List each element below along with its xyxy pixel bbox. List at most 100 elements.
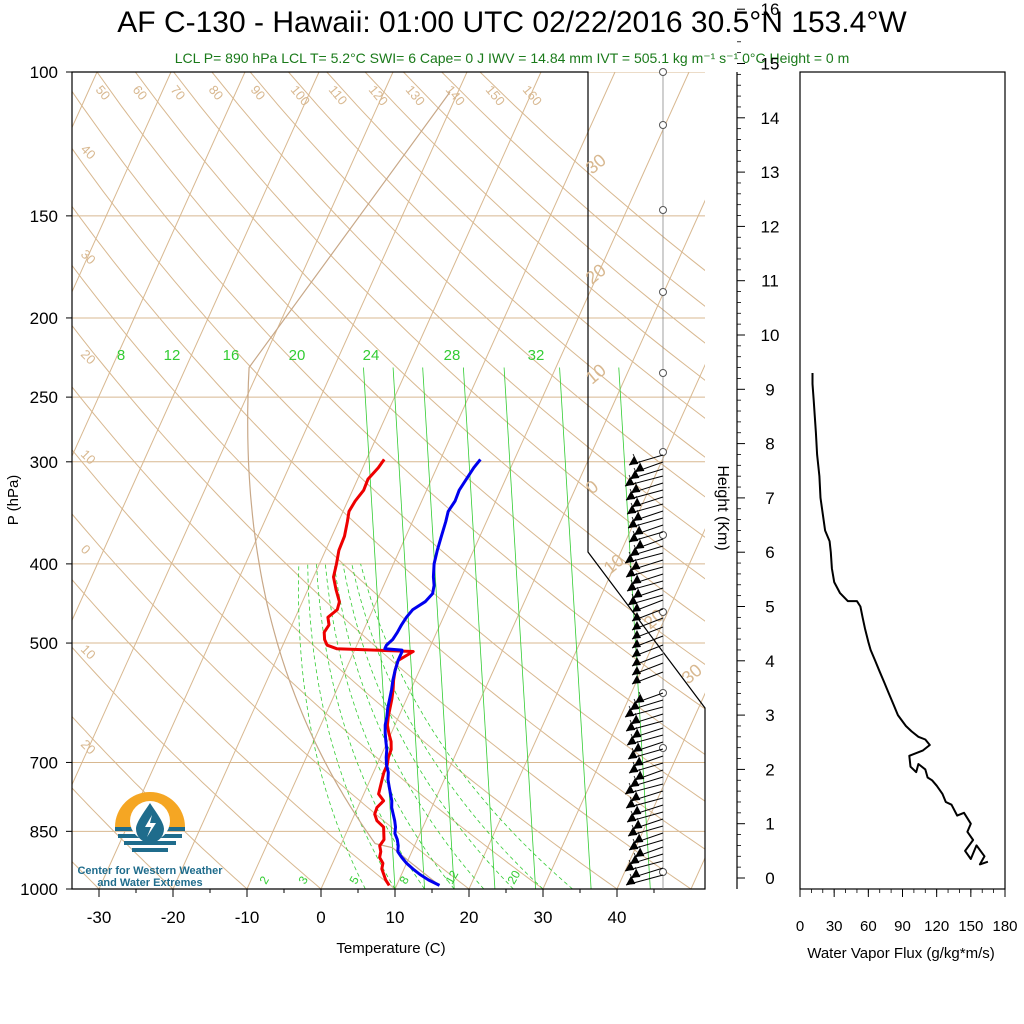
dry-adiabat-line <box>72 578 396 889</box>
y-tick-label: 300 <box>30 453 58 472</box>
y-tick-label: 700 <box>30 753 58 772</box>
wind-barb-feather <box>638 460 645 472</box>
wind-barb-flag <box>632 498 641 507</box>
wind-barb-feather <box>633 467 640 479</box>
wind-barb-flag <box>629 533 638 542</box>
isotherm-line <box>394 199 705 889</box>
barb-marker <box>659 868 667 876</box>
dry-adiabat-line <box>72 147 705 756</box>
wind-barb-feather <box>636 817 643 829</box>
isotherm-line <box>542 528 705 889</box>
dry-adiabat-line <box>72 264 705 850</box>
isotherm-line <box>72 72 172 294</box>
dry-adiabat-label: 90 <box>248 82 269 103</box>
barb-marker <box>659 608 667 616</box>
wind-barb-flag <box>635 848 644 857</box>
wind-barb-flag <box>630 778 639 787</box>
wind-barb-flag <box>630 547 639 556</box>
wind-barb-flag <box>626 568 635 577</box>
wind-barb-feather <box>638 845 645 857</box>
barb-marker <box>659 744 667 752</box>
dry-adiabat-line <box>326 72 705 419</box>
dry-adiabat-label: 140 <box>443 82 468 108</box>
height-tick-label: 5 <box>765 598 774 617</box>
barb-marker <box>659 448 667 456</box>
dry-adiabat-label: 100 <box>288 82 313 108</box>
wind-barb-flag <box>630 855 639 864</box>
mixing-ratio-label: 3 <box>295 873 311 886</box>
wind-barb-feather <box>628 551 635 563</box>
wind-barb-flag <box>625 477 634 486</box>
mixing-ratio-label: 8 <box>117 347 125 364</box>
dry-adiabat-line <box>479 72 705 272</box>
wind-barb-flag <box>632 621 641 630</box>
mixing-ratio-line <box>363 367 396 889</box>
wind-barb-flag <box>633 820 642 829</box>
dry-adiabat-label: 70 <box>168 82 189 103</box>
y-tick-label: 150 <box>30 207 58 226</box>
wind-barb-feather <box>634 712 641 724</box>
height-tick-label: 7 <box>765 489 774 508</box>
height-tick-label: 16 <box>761 0 780 19</box>
wind-barb-flag <box>632 630 641 639</box>
wind-barb-feather <box>631 824 638 836</box>
flux-x-tick-label: 30 <box>826 918 843 935</box>
height-tick-label: 0 <box>765 869 774 888</box>
wind-barb-feather <box>634 558 641 570</box>
wind-barb-flag <box>635 771 644 780</box>
dry-adiabat-line <box>288 72 705 458</box>
height-tick-label: 10 <box>761 326 780 345</box>
height-tick-label: 13 <box>761 163 780 182</box>
wind-barb-flag <box>629 764 638 773</box>
x-tick-label: -10 <box>235 908 260 927</box>
wind-barb-flag <box>625 862 634 871</box>
mixing-ratio-label: 24 <box>363 347 380 364</box>
wind-barb-feather <box>634 866 641 878</box>
wind-barb-feather <box>632 838 639 850</box>
skewt-frame <box>71 71 706 890</box>
height-tick-label: 12 <box>761 217 780 236</box>
wind-barb-flag <box>633 512 642 521</box>
x-tick-label: 0 <box>316 908 325 927</box>
mixing-ratio-label: 2 <box>256 873 272 886</box>
y-tick-label: 100 <box>30 63 58 82</box>
dry-adiabat-line <box>72 715 248 889</box>
wind-barb-flag <box>631 792 640 801</box>
flux-line <box>811 373 989 866</box>
wind-barb-flag <box>634 757 643 766</box>
wind-barb-feather <box>637 754 644 766</box>
isotherm-line <box>468 363 705 889</box>
wind-barb-feather <box>634 481 641 493</box>
dry-adiabat-line <box>403 72 705 344</box>
wind-barb-flag <box>627 582 636 591</box>
wind-barb-flag <box>629 841 638 850</box>
wind-barb-flag <box>632 603 641 612</box>
isotherm-label: 40 <box>78 142 99 163</box>
x-axis-label: Temperature (C) <box>336 940 445 957</box>
x-tick-label: -30 <box>87 908 112 927</box>
height-tick-label: 14 <box>761 109 780 128</box>
dry-adiabat-line <box>96 72 705 666</box>
wind-barb-feather <box>636 509 643 521</box>
dry-adiabat-line <box>72 386 618 889</box>
moist-adiabat-line <box>333 563 485 889</box>
barb-marker <box>659 68 667 76</box>
flux-frame <box>799 71 1006 890</box>
wind-barb-flag <box>625 708 634 717</box>
wind-barb-feather <box>631 593 638 605</box>
wind-barb-flag <box>635 463 644 472</box>
wind-barb-flag <box>628 596 637 605</box>
dry-adiabat-line <box>72 205 705 802</box>
temperature-line <box>322 458 415 887</box>
height-tick-label: 11 <box>761 272 779 291</box>
height-tick-label: 9 <box>765 380 774 399</box>
isotherm-label: 0 <box>582 476 603 498</box>
barb-marker <box>659 369 667 377</box>
mixing-ratio-line <box>462 367 496 889</box>
chart-subtitle: LCL P= 890 hPa LCL T= 5.2°C SWI= 6 Cape=… <box>174 50 850 66</box>
mixing-ratio-line <box>392 367 425 889</box>
wind-barb-feather <box>635 726 642 738</box>
wind-barb-flag <box>629 456 638 465</box>
mixing-ratio-label: 20 <box>504 868 523 887</box>
